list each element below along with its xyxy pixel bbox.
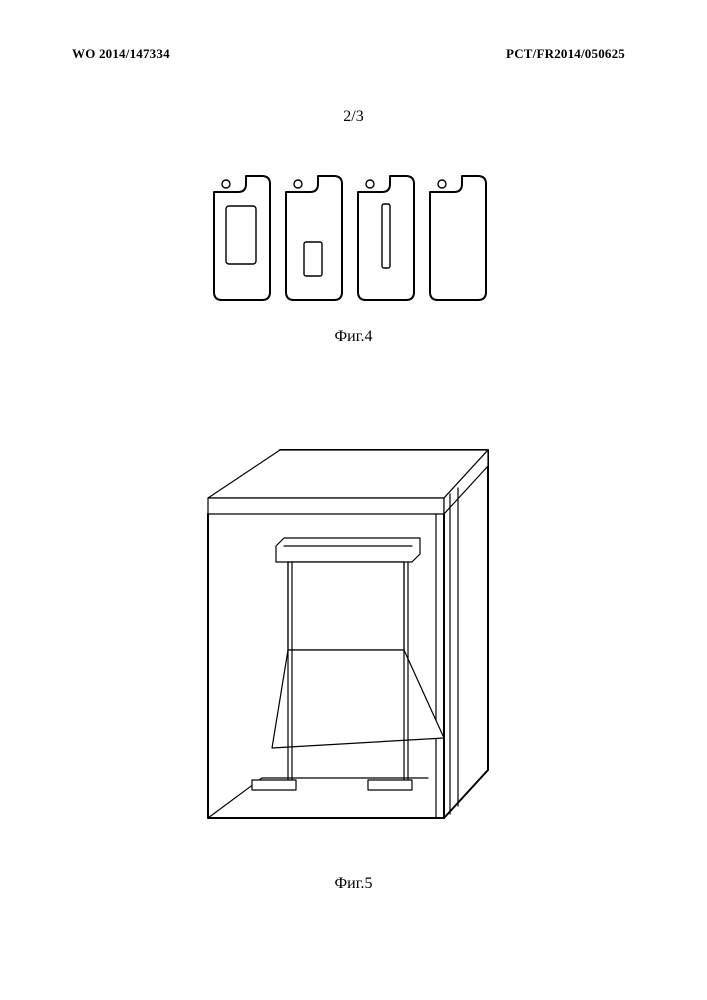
figure-4 [210,170,498,308]
figure-5-svg [188,420,500,850]
figure-5 [188,420,500,850]
page-number: 2/3 [0,108,707,126]
patent-page: WO 2014/147334 PCT/FR2014/050625 2/3 Фиг… [0,0,707,1000]
header-left: WO 2014/147334 [72,46,170,62]
figure-4-caption: Фиг.4 [0,328,707,346]
figure-4-svg [210,170,498,308]
header-right: PCT/FR2014/050625 [506,46,625,62]
figure-5-caption: Фиг.5 [0,875,707,893]
